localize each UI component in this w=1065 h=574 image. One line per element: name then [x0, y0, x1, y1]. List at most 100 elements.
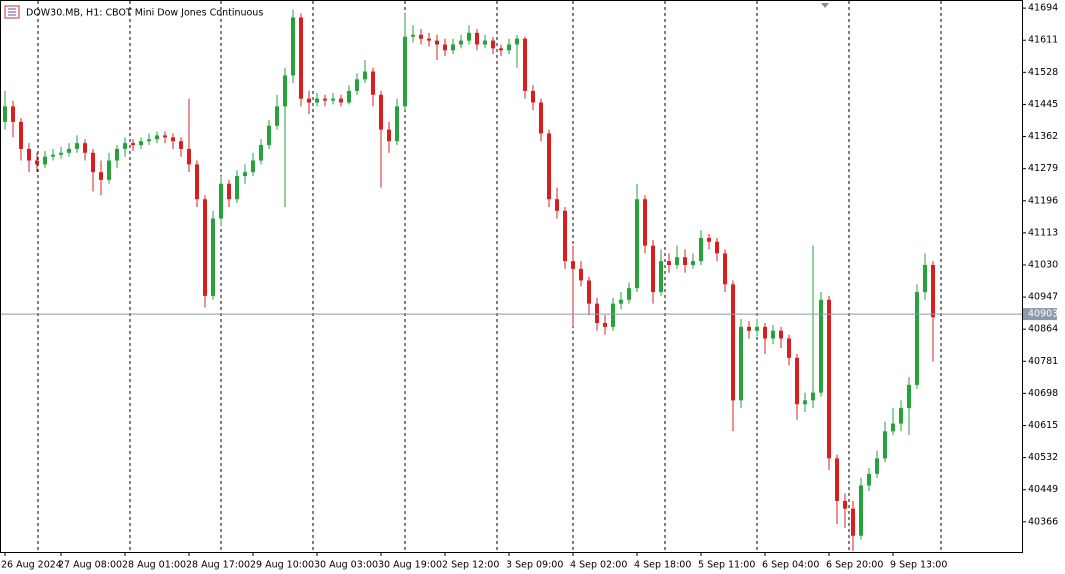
- candle-body: [363, 71, 367, 80]
- candle-body: [331, 98, 335, 101]
- y-tick-label: 40532: [1028, 452, 1058, 463]
- y-tick-label: 40449: [1028, 484, 1058, 495]
- candle-body: [787, 338, 791, 358]
- candle-body: [19, 121, 23, 149]
- candle-body: [699, 237, 703, 262]
- candle-body: [403, 36, 407, 107]
- candle-body: [83, 143, 87, 153]
- candle-body: [67, 148, 71, 153]
- candle-body: [747, 326, 751, 331]
- candle-body: [667, 261, 671, 265]
- candle-body: [707, 237, 711, 242]
- candle-body: [235, 176, 239, 200]
- last-price-box: [1023, 308, 1057, 321]
- candle-body: [51, 154, 55, 157]
- candle-body: [163, 135, 167, 138]
- candle-body: [907, 384, 911, 409]
- candle-body: [315, 98, 319, 103]
- candle-body: [179, 141, 183, 149]
- candle-body: [307, 98, 311, 103]
- candle-body: [923, 264, 927, 293]
- candle-body: [107, 160, 111, 180]
- candle-body: [603, 322, 607, 327]
- candle-body: [275, 106, 279, 126]
- candle-body: [715, 241, 719, 254]
- candle-body: [35, 160, 39, 165]
- candle-body: [875, 458, 879, 474]
- candle-body: [683, 257, 687, 265]
- candle-body: [27, 148, 31, 161]
- candle-body: [387, 129, 391, 142]
- candle-body: [91, 152, 95, 173]
- candle-body: [123, 143, 127, 149]
- candle-body: [763, 326, 767, 339]
- candle-body: [571, 261, 575, 269]
- y-tick-label: 41362: [1028, 131, 1058, 142]
- candle-body: [611, 303, 615, 327]
- candle-body: [547, 133, 551, 200]
- x-tick-label: 4 Sep 02:00: [570, 560, 627, 571]
- candle-body: [867, 473, 871, 486]
- candle-body: [691, 261, 695, 265]
- candle-body: [931, 264, 935, 318]
- candle-body: [859, 485, 863, 536]
- x-tick-label: 5 Sep 11:00: [698, 560, 755, 571]
- candle-body: [419, 34, 423, 39]
- x-tick-label: 30 Aug 03:00: [314, 560, 378, 571]
- candle-body: [643, 199, 647, 246]
- candle-body: [99, 172, 103, 180]
- chart-title: DOW30.MB, H1: CBOT Mini Dow Jones Contin…: [26, 8, 263, 19]
- y-tick-label: 41196: [1028, 195, 1058, 206]
- symbol-icon: [4, 5, 20, 19]
- candle-body: [795, 357, 799, 405]
- x-tick-label: 6 Sep 20:00: [826, 560, 883, 571]
- candle-body: [443, 44, 447, 51]
- candle-body: [3, 106, 7, 122]
- candle-body: [739, 326, 743, 401]
- x-tick-label: 6 Sep 04:00: [762, 560, 819, 571]
- candle-body: [243, 172, 247, 177]
- y-tick-label: 40864: [1028, 324, 1058, 335]
- candle-body: [915, 292, 919, 385]
- candle-body: [347, 90, 351, 103]
- candle-body: [563, 210, 567, 262]
- x-tick-label: 28 Aug 17:00: [186, 560, 250, 571]
- candle-body: [675, 257, 679, 265]
- candle-body: [291, 17, 295, 76]
- candle-body: [627, 288, 631, 300]
- x-tick-label: 27 Aug 08:00: [58, 560, 122, 571]
- plot-frame: [0, 0, 1023, 553]
- candle-body: [299, 17, 303, 99]
- candle-body: [59, 152, 63, 155]
- candle-body: [883, 431, 887, 459]
- y-tick-label: 41030: [1028, 259, 1058, 270]
- candle-body: [171, 137, 175, 142]
- candle-body: [731, 284, 735, 401]
- candle-body: [755, 326, 759, 331]
- y-tick-label: 41694: [1028, 3, 1058, 14]
- y-tick-label: 41611: [1028, 35, 1058, 46]
- candle-body: [211, 218, 215, 296]
- candle-body: [595, 303, 599, 323]
- candle-body: [635, 199, 639, 289]
- candle-body: [851, 508, 855, 536]
- candle-body: [491, 40, 495, 49]
- y-tick-label: 41113: [1028, 227, 1058, 238]
- candle-body: [251, 160, 255, 173]
- candle-body: [283, 75, 287, 107]
- y-tick-label: 41528: [1028, 67, 1058, 78]
- candle-body: [531, 90, 535, 103]
- candle-body: [891, 423, 895, 432]
- candle-body: [811, 392, 815, 401]
- candle-body: [195, 164, 199, 200]
- candle-body: [539, 102, 543, 134]
- candle-body: [819, 299, 823, 393]
- y-tick-label: 41279: [1028, 163, 1058, 174]
- candle-body: [499, 48, 503, 51]
- candle-body: [259, 145, 263, 161]
- y-tick-label: 40781: [1028, 356, 1058, 367]
- candle-body: [131, 143, 135, 146]
- x-tick-label: 26 Aug 2024: [1, 560, 62, 571]
- candle-body: [515, 38, 519, 45]
